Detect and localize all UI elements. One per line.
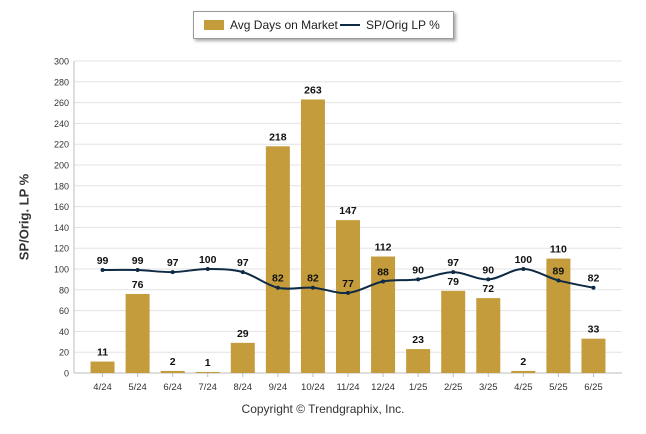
x-tick-label: 4/24 <box>93 382 112 393</box>
point-splp-4/25 <box>521 267 526 271</box>
bar-4/25 <box>511 370 536 373</box>
bar-11/24 <box>336 220 360 373</box>
data-label-splp: 90 <box>412 264 424 276</box>
y-tick-label: 280 <box>54 77 69 87</box>
y-tick-label: 220 <box>54 140 69 150</box>
y-tick-label: 20 <box>59 348 69 358</box>
data-label-days: 1 <box>205 357 211 369</box>
bar-6/25 <box>581 338 606 373</box>
y-tick-label: 100 <box>54 265 69 275</box>
bar-2/25 <box>441 290 466 373</box>
data-label-splp: 82 <box>588 273 600 285</box>
point-splp-11/24 <box>346 290 350 295</box>
x-tick-label: 6/25 <box>584 382 603 393</box>
bar-5/24 <box>125 293 150 373</box>
point-splp-7/24 <box>205 267 210 271</box>
data-label-splp: 99 <box>97 255 109 267</box>
x-tick-label: 10/24 <box>301 382 325 393</box>
data-label-days: 72 <box>482 283 494 295</box>
data-label-days: 23 <box>412 334 424 346</box>
y-tick-label: 0 <box>64 369 69 379</box>
point-splp-10/24 <box>310 285 315 290</box>
data-label-days: 33 <box>588 324 600 336</box>
data-label-splp: 77 <box>342 278 354 290</box>
data-label-days: 218 <box>269 131 287 143</box>
data-label-days: 79 <box>447 276 459 288</box>
x-tick-label: 6/24 <box>163 382 182 393</box>
data-label-days: 147 <box>339 205 357 217</box>
data-label-days: 2 <box>520 356 526 368</box>
bar-1/25 <box>406 349 431 373</box>
y-tick-label: 180 <box>54 181 69 191</box>
y-axis-label: SP/Orig. LP % <box>16 173 32 261</box>
data-label-splp: 97 <box>167 257 179 269</box>
point-splp-6/25 <box>591 285 596 290</box>
data-label-splp: 82 <box>272 273 284 285</box>
x-tick-label: 3/25 <box>479 382 498 393</box>
x-tick-label: 8/24 <box>234 382 253 393</box>
legend-swatch-days <box>204 20 224 30</box>
bar-9/24 <box>265 146 290 373</box>
point-splp-6/24 <box>170 270 175 275</box>
y-tick-label: 260 <box>54 98 69 108</box>
bar-6/24 <box>160 370 185 373</box>
x-tick-label: 1/25 <box>409 382 428 393</box>
data-label-splp: 88 <box>377 266 389 278</box>
data-label-days: 110 <box>550 244 567 256</box>
point-splp-4/24 <box>100 268 105 273</box>
point-splp-5/25 <box>556 278 561 283</box>
data-label-days: 2 <box>170 356 176 368</box>
data-label-splp: 100 <box>199 254 217 266</box>
x-tick-label: 5/25 <box>549 382 568 393</box>
x-tick-label: 12/24 <box>371 382 395 393</box>
point-splp-12/24 <box>381 279 386 284</box>
data-label-days: 263 <box>304 84 322 96</box>
data-label-days: 76 <box>132 279 144 291</box>
y-tick-label: 160 <box>54 202 69 212</box>
point-splp-3/25 <box>486 277 491 282</box>
x-tick-label: 5/24 <box>128 382 147 393</box>
bar-3/25 <box>476 298 501 373</box>
legend-label-splp: SP/Orig LP % <box>366 18 440 32</box>
data-label-splp: 90 <box>482 264 494 276</box>
y-tick-label: 60 <box>59 306 69 316</box>
point-splp-1/25 <box>416 277 421 282</box>
point-splp-9/24 <box>275 285 280 290</box>
data-label-days: 29 <box>237 328 249 340</box>
y-tick-label: 80 <box>59 285 69 295</box>
point-splp-2/25 <box>451 270 456 275</box>
x-tick-label: 2/25 <box>444 382 463 393</box>
point-splp-8/24 <box>240 270 245 275</box>
point-splp-5/24 <box>135 268 140 273</box>
x-tick-label: 7/24 <box>198 382 217 393</box>
bar-12/24 <box>371 256 396 373</box>
legend: Avg Days on Market SP/Orig LP % <box>193 11 454 39</box>
x-tick-label: 4/25 <box>514 382 533 393</box>
legend-swatch-splp <box>340 24 360 26</box>
copyright-footer: Copyright © Trendgraphix, Inc. <box>241 402 405 416</box>
data-label-splp: 97 <box>447 257 459 269</box>
y-tick-label: 240 <box>54 119 69 129</box>
bar-4/24 <box>90 361 115 373</box>
y-tick-label: 120 <box>54 244 69 254</box>
y-tick-label: 140 <box>54 223 69 233</box>
data-label-days: 11 <box>97 347 108 359</box>
data-label-splp: 97 <box>237 257 249 269</box>
data-label-splp: 82 <box>307 273 319 285</box>
bar-7/24 <box>195 371 220 373</box>
data-label-splp: 89 <box>553 265 565 277</box>
y-tick-label: 40 <box>59 327 69 337</box>
x-tick-label: 11/24 <box>336 382 359 393</box>
data-label-days: 112 <box>375 242 392 254</box>
legend-label-days: Avg Days on Market <box>230 18 338 32</box>
x-tick-label: 9/24 <box>269 382 288 393</box>
bar-8/24 <box>230 342 255 373</box>
bar-10/24 <box>300 99 325 373</box>
y-tick-label: 300 <box>54 57 69 67</box>
y-tick-label: 200 <box>54 161 69 171</box>
data-label-splp: 99 <box>132 255 144 267</box>
data-label-splp: 100 <box>515 254 533 266</box>
